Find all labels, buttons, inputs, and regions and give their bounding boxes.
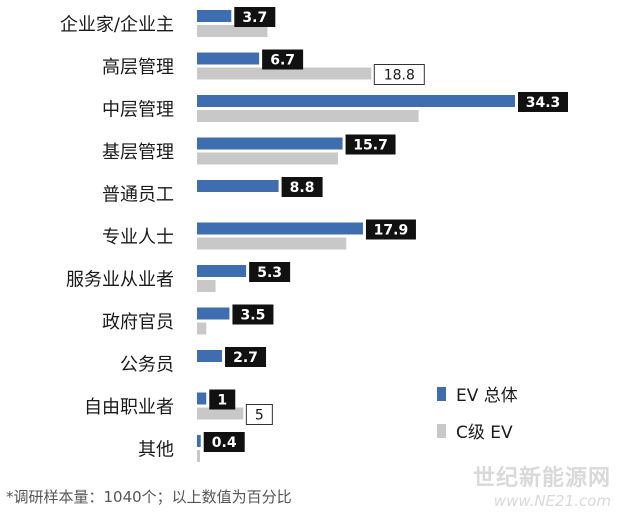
bar-c-ev <box>197 237 347 250</box>
footnote: *调研样本量：1040个；以上数值为百分比 <box>6 488 292 506</box>
value-labels: 3.7 6.7 18.8 34.3 15.7 8.8 17.9 5.3 3.5 2.7 1 5 0.4 <box>203 7 568 452</box>
value-box-ev-total <box>234 7 276 27</box>
value-label-ev-total: 0.4 <box>212 435 237 451</box>
bar-c-ev <box>197 67 372 80</box>
bar-ev-total <box>197 95 515 107</box>
category-label: 服务业从业者 <box>66 270 174 291</box>
value-label-ev-total: 15.7 <box>353 138 388 154</box>
value-label-ev-total: 5.3 <box>257 265 282 281</box>
bar-ev-total <box>197 10 232 22</box>
watermark-url: www.NE21.com <box>493 492 611 510</box>
bar-ev-total <box>197 350 223 362</box>
bar-ev-total <box>197 52 260 65</box>
category-label: 企业家/企业主 <box>60 15 174 36</box>
category-label: 中层管理 <box>102 100 174 121</box>
bar-ev-total <box>197 222 363 235</box>
value-box-ev-total <box>209 389 236 410</box>
value-label-ev-total: 3.7 <box>242 10 267 26</box>
legend-label-c-ev: C级 EV <box>456 423 513 443</box>
bar-c-ev <box>197 280 216 292</box>
value-label-ev-total: 17.9 <box>374 223 409 239</box>
bar-c-ev <box>197 110 419 122</box>
category-label: 高层管理 <box>102 57 174 78</box>
value-box-ev-total <box>262 49 304 70</box>
value-box-ev-total <box>225 347 267 367</box>
bar-ev-total <box>197 435 201 447</box>
value-box-ev-total <box>281 177 323 197</box>
category-label: 基层管理 <box>102 142 174 163</box>
value-label-ev-total: 34.3 <box>526 95 561 111</box>
legend-swatch-c-ev <box>437 424 446 438</box>
bar-c-ev <box>197 25 268 37</box>
legend-label-ev-total: EV 总体 <box>456 386 518 406</box>
value-box-ev-total <box>232 304 274 325</box>
legend-swatch-ev-total <box>437 387 446 401</box>
bar-c-ev <box>197 407 244 420</box>
category-label: 政府官员 <box>102 312 174 333</box>
category-label: 公务员 <box>120 355 174 376</box>
value-label-c-ev: 18.8 <box>384 68 415 84</box>
bar-ev-total <box>197 137 343 150</box>
bar-c-ev <box>197 152 338 165</box>
watermark: 世纪新能源网 www.NE21.com <box>473 460 611 510</box>
value-label-ev-total: 2.7 <box>233 350 258 366</box>
bar-ev-total <box>197 180 279 192</box>
category-label: 专业人士 <box>102 227 174 248</box>
bar-ev-total <box>197 307 230 320</box>
bars <box>197 10 515 462</box>
category-label: 普通员工 <box>102 185 174 206</box>
bar-c-ev <box>197 322 207 335</box>
value-label-c-ev: 5 <box>255 408 264 424</box>
category-labels: 企业家/企业主高层管理中层管理基层管理普通员工专业人士服务业从业者政府官员公务员… <box>60 15 174 461</box>
category-label: 自由职业者 <box>84 397 174 418</box>
value-box-c-ev <box>373 64 425 85</box>
value-label-ev-total: 8.8 <box>290 180 315 196</box>
value-box-ev-total <box>365 219 416 240</box>
value-label-ev-total: 3.5 <box>241 308 266 324</box>
category-label: 其他 <box>138 440 174 461</box>
legend: EV 总体 C级 EV <box>437 386 518 443</box>
value-box-ev-total <box>345 134 396 155</box>
bar-ev-total <box>197 392 207 405</box>
value-box-ev-total <box>203 432 245 452</box>
bar-ev-total <box>197 265 247 277</box>
value-label-ev-total: 6.7 <box>270 53 295 69</box>
watermark-name: 世纪新能源网 <box>472 466 611 491</box>
value-label-ev-total: 1 <box>217 393 227 409</box>
value-box-ev-total <box>249 262 291 282</box>
value-box-c-ev <box>245 404 273 425</box>
value-box-ev-total <box>518 92 568 112</box>
bar-c-ev <box>197 450 200 462</box>
